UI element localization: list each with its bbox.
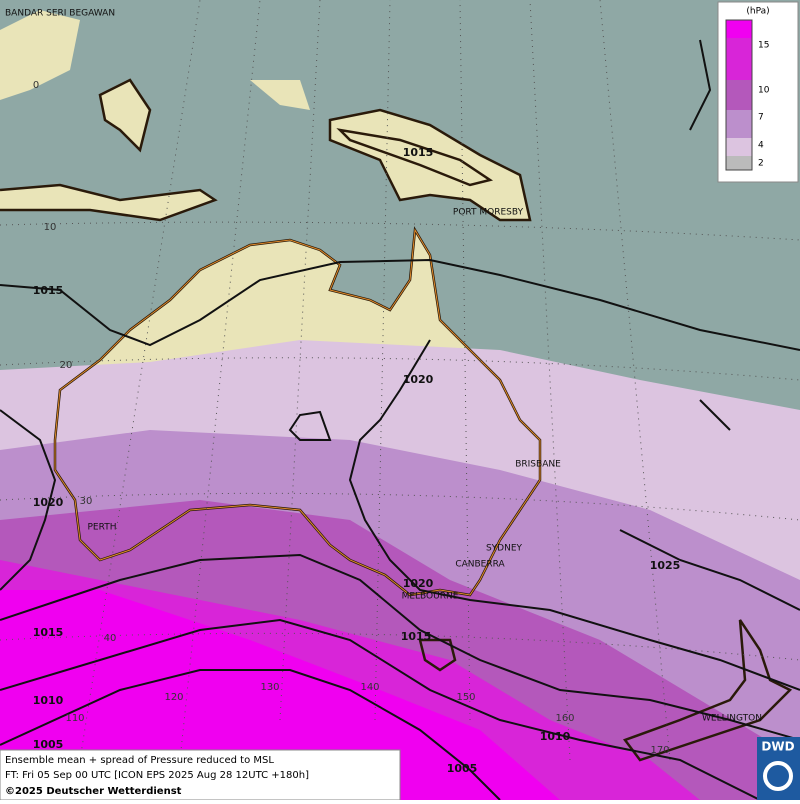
footer-copyright: ©2025 Deutscher Wetterdienst (5, 786, 182, 797)
footer-line: FT: Fri 05 Sep 00 UTC [ICON EPS 2025 Aug… (5, 770, 309, 781)
logo-icon (763, 761, 793, 791)
legend-label: 15 (758, 41, 769, 51)
legend-label: 10 (758, 86, 770, 96)
graticule (0, 0, 800, 761)
legend-swatch (726, 138, 752, 156)
isobar-label: 1015 (33, 284, 64, 297)
legend: (hPa) 15 10 7 4 2 (717, 1, 799, 183)
city-label: PERTH (88, 523, 117, 533)
legend-label: 4 (758, 141, 764, 151)
city-label: CANBERRA (455, 560, 505, 570)
grid-label: 0 (33, 80, 39, 91)
legend-swatch (726, 20, 752, 38)
footer-line: Ensemble mean + spread of Pressure reduc… (5, 755, 274, 766)
isobar-label: 1020 (33, 496, 64, 509)
grid-label: 170 (650, 745, 669, 756)
isobar-label: 1025 (650, 559, 681, 572)
isobars (0, 39, 800, 801)
logo-text: DWD (761, 740, 794, 754)
legend-swatch (726, 156, 752, 170)
legend-swatch (726, 80, 752, 110)
grid-label: 160 (555, 713, 574, 724)
grid-label: 40 (104, 633, 117, 644)
isobar-label: 1015 (33, 626, 64, 639)
isobar-label: 1015 (403, 146, 434, 159)
isobar-label: 1010 (540, 730, 571, 743)
legend-swatch (726, 110, 752, 138)
city-label: SYDNEY (486, 544, 523, 554)
legend-unit: (hPa) (746, 7, 769, 17)
legend-label: 7 (758, 113, 764, 123)
grid-label: 140 (360, 682, 379, 693)
coastlines (0, 78, 793, 762)
grid-label: 20 (60, 360, 73, 371)
city-label: WELLINGTON (702, 714, 762, 724)
isobar-label: 1015 (401, 630, 432, 643)
legend-label: 2 (758, 159, 764, 169)
spread-bands (0, 340, 800, 800)
city-label: BANDAR SERI BEGAWAN (5, 9, 115, 19)
isobar-label: 1005 (33, 738, 64, 751)
city-label: PORT MORESBY (453, 208, 524, 218)
city-label: BRISBANE (515, 460, 561, 470)
isobar-label: 1020 (403, 373, 434, 386)
labels: BANDAR SERI BEGAWAN PORT MORESBY BRISBANE P… (5, 9, 762, 776)
grid-label: 30 (80, 496, 93, 507)
legend-frame (725, 19, 753, 171)
isobar-label: 1010 (33, 694, 64, 707)
legend-swatch (726, 38, 752, 80)
isobar-label: 1020 (403, 577, 434, 590)
city-label: MELBOURNE (402, 592, 459, 602)
grid-label: 110 (65, 713, 84, 724)
grid-label: 120 (164, 692, 183, 703)
grid-label: 10 (44, 222, 57, 233)
grid-label: 130 (260, 682, 279, 693)
isobar-label: 1005 (447, 762, 478, 775)
grid-label: 150 (456, 692, 475, 703)
